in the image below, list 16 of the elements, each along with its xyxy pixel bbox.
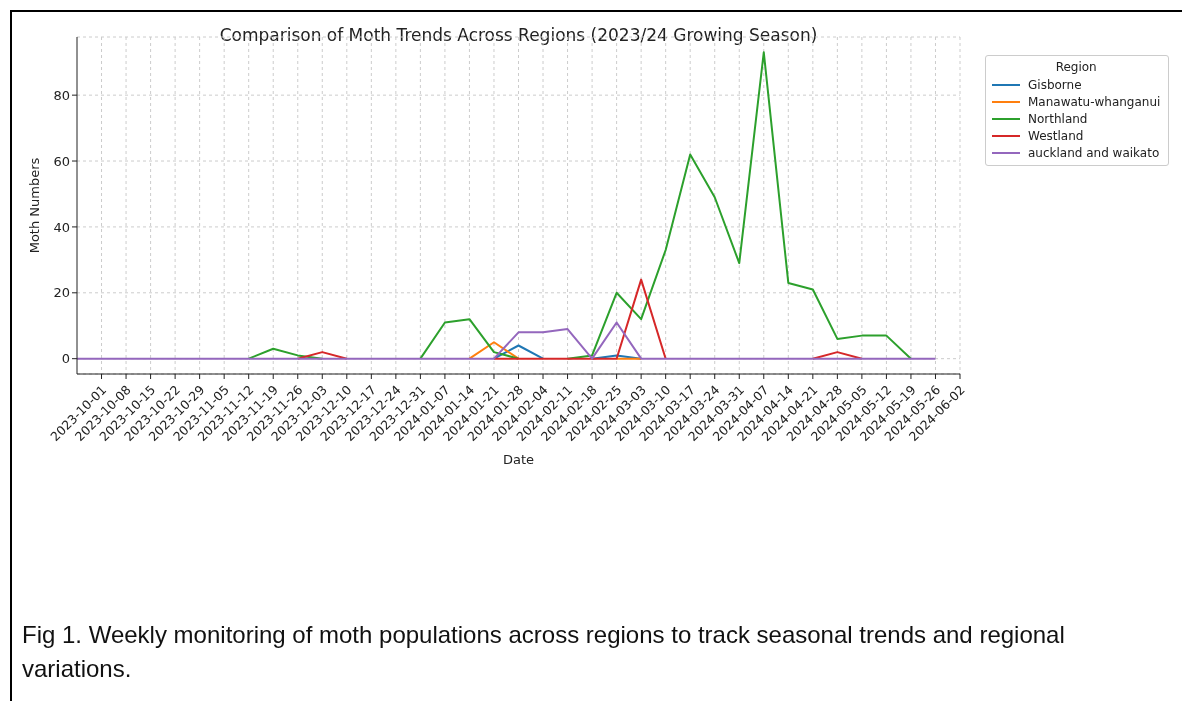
y-tick-label: 60 [53, 153, 70, 169]
legend-label: Gisborne [1028, 77, 1082, 92]
chart-title: Comparison of Moth Trends Across Regions (2023/24 Growing Season) [218, 25, 819, 45]
y-tick-label: 40 [53, 219, 70, 235]
y-tick-label: 0 [61, 351, 70, 367]
legend-label: Manawatu-whanganui [1028, 94, 1161, 109]
legend-label: auckland and waikato [1028, 145, 1160, 160]
legend-label: Northland [1028, 111, 1088, 126]
legend-title: Region [1054, 60, 1098, 74]
y-tick-label: 20 [53, 285, 70, 301]
y-tick-label: 80 [53, 87, 70, 103]
y-axis-title: Moth Numbers [26, 157, 42, 254]
line-series [77, 321, 937, 360]
caption: Fig 1. Weekly monitoring of moth populations across regions to track seasonal trends and regional variations. [22, 620, 1066, 684]
x-axis-title: Date [502, 452, 535, 467]
legend-label: Westland [1028, 128, 1084, 143]
